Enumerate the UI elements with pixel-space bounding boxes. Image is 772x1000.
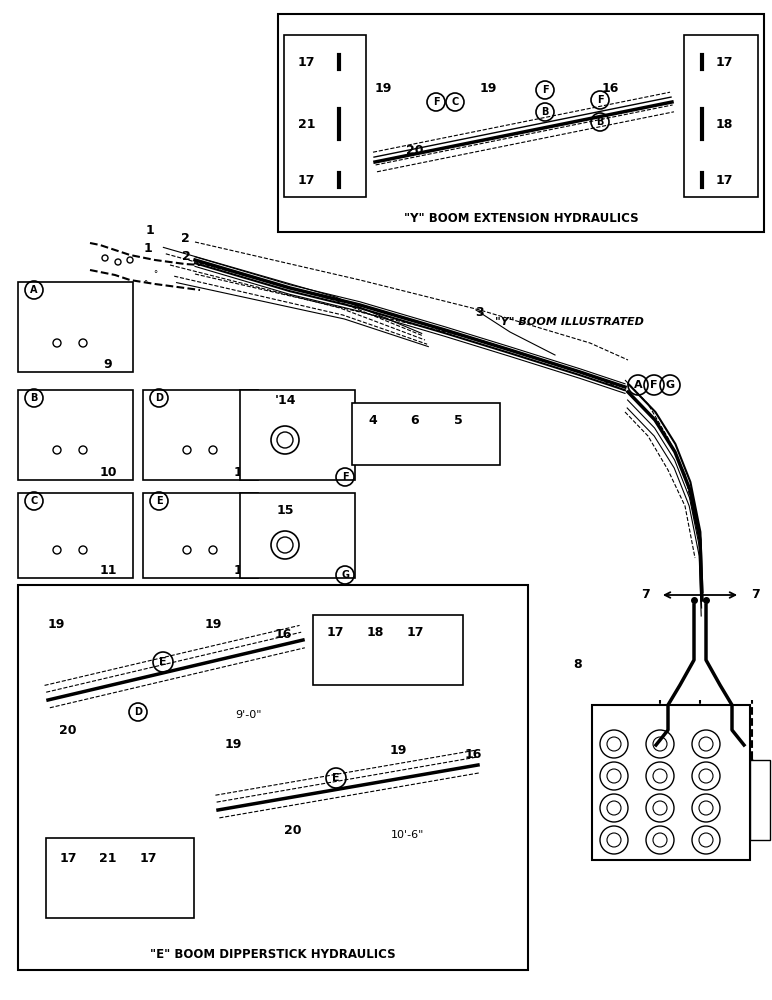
Text: "Y" BOOM EXTENSION HYDRAULICS: "Y" BOOM EXTENSION HYDRAULICS [404,212,638,225]
Text: E: E [159,657,167,667]
Text: D: D [134,707,142,717]
Bar [18,585,528,970]
Text: B: B [596,117,604,127]
Bar [278,14,764,232]
Text: 7: 7 [750,588,760,601]
Text: 20: 20 [284,824,302,836]
Text: 16: 16 [274,629,292,642]
Text: 5: 5 [454,414,462,426]
Text: 9: 9 [103,359,112,371]
Text: 15: 15 [276,504,294,516]
Text: 11: 11 [100,564,117,578]
Text: 4: 4 [368,414,378,426]
Text: 17: 17 [139,852,157,864]
Text: "E" BOOM DIPPERSTICK HYDRAULICS: "E" BOOM DIPPERSTICK HYDRAULICS [151,948,396,960]
Bar [143,390,258,480]
Text: G: G [341,570,349,580]
Text: '14: '14 [274,393,296,406]
Text: 17: 17 [59,852,76,864]
Text: 19: 19 [225,738,242,752]
Text: 7: 7 [641,588,649,601]
Text: 16: 16 [464,748,482,762]
Bar [284,35,366,197]
Text: 19: 19 [479,82,496,95]
Text: C: C [452,97,459,107]
Text: E: E [156,496,162,506]
Text: 21: 21 [298,117,316,130]
Text: 8: 8 [574,658,582,672]
Bar [18,282,133,372]
Bar [240,493,355,578]
Bar [750,760,770,840]
Text: 18: 18 [366,626,384,640]
Text: B: B [541,107,549,117]
Text: 1: 1 [144,241,152,254]
Text: 2: 2 [181,250,191,263]
Text: 17: 17 [406,626,424,640]
Bar [143,493,258,578]
Text: F: F [650,380,658,390]
Text: 9'-0": 9'-0" [235,710,261,720]
Text: 17: 17 [298,55,316,68]
Text: 3: 3 [476,306,484,318]
Text: 10'-6": 10'-6" [391,830,425,840]
Bar [46,838,194,918]
Text: 17: 17 [716,55,733,68]
Bar [240,390,355,480]
Text: A: A [634,380,642,390]
Text: 19: 19 [389,744,407,756]
Bar [313,615,463,685]
Text: 19: 19 [205,618,222,632]
Text: 13: 13 [233,564,251,578]
Text: 2: 2 [181,232,189,244]
Text: "Y" BOOM ILLUSTRATED: "Y" BOOM ILLUSTRATED [495,317,644,327]
Text: G: G [665,380,675,390]
Text: 20: 20 [59,724,76,736]
Bar [18,390,133,480]
Bar [18,493,133,578]
Text: 12: 12 [233,466,251,480]
Text: 17: 17 [716,174,733,186]
Text: 6: 6 [411,414,419,426]
Text: 20: 20 [406,143,424,156]
Text: 17: 17 [327,626,344,640]
Text: F: F [542,85,548,95]
Bar [592,705,750,860]
Text: F: F [597,95,603,105]
Text: F: F [432,97,439,107]
Text: C: C [30,496,38,506]
Text: 19: 19 [47,618,65,632]
Text: 16: 16 [601,82,618,95]
Text: D: D [155,393,163,403]
Text: 21: 21 [100,852,117,864]
Text: B: B [30,393,38,403]
Bar [684,35,758,197]
Text: 17: 17 [298,174,316,186]
Text: F: F [342,472,348,482]
Bar [352,403,500,465]
Text: E: E [332,773,340,783]
Text: 18: 18 [716,117,733,130]
Text: °: ° [153,270,157,279]
Text: A: A [30,285,38,295]
Text: 10: 10 [100,466,117,480]
Text: 1: 1 [146,224,154,236]
Text: 19: 19 [374,82,391,95]
Text: °: ° [143,280,147,290]
